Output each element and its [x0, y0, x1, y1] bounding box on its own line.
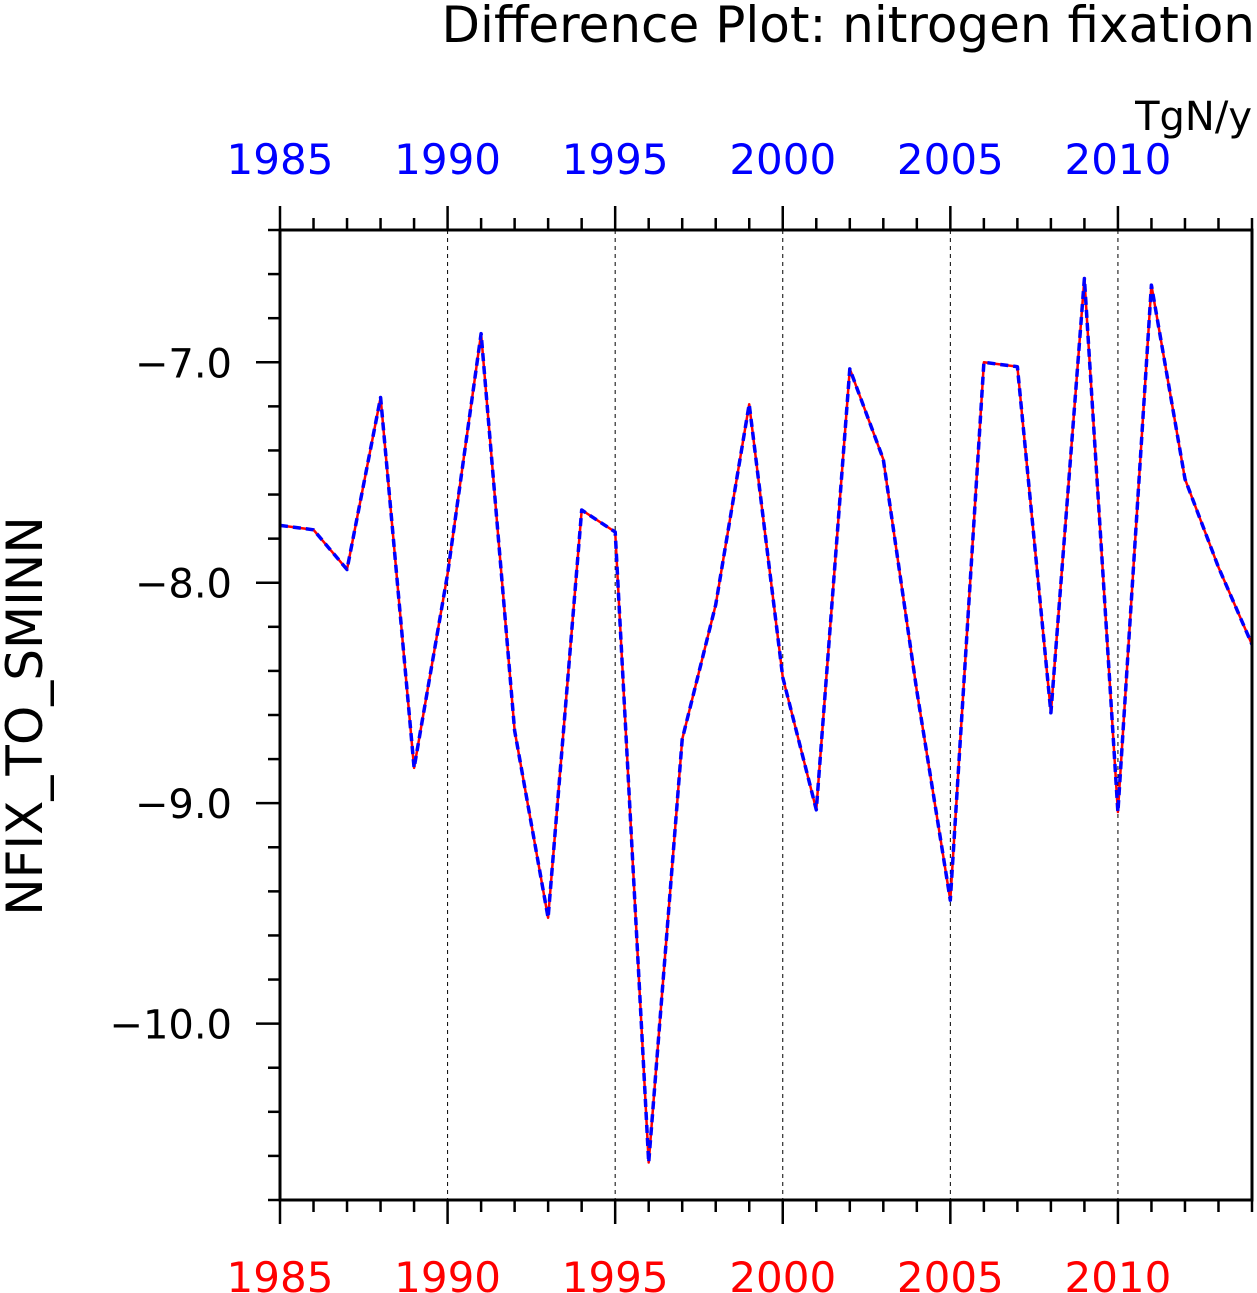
plot-frame	[278, 228, 1254, 1202]
top-x-tick-label-2000: 2000	[729, 135, 836, 184]
series-line-1	[279, 277, 1254, 1164]
top-x-tick-labels: 1985 1990 1995 2000 2005 2010	[227, 135, 1172, 184]
bottom-x-tick-label-1995: 1995	[562, 1253, 669, 1293]
bottom-x-tick-label-2000: 2000	[729, 1253, 836, 1293]
top-x-tick-label-1990: 1990	[394, 135, 501, 184]
y-tick-label-2: −9.0	[135, 782, 232, 828]
top-x-tick-label-1995: 1995	[562, 135, 669, 184]
y-tick-labels: −7.0 −8.0 −9.0 −10.0	[109, 341, 232, 1048]
y-tick-label-3: −10.0	[109, 1003, 232, 1049]
series-group	[279, 276, 1254, 1165]
bottom-x-tick-labels: 1985 1990 1995 2000 2005 2010	[227, 1253, 1172, 1293]
bottom-x-tick-label-1985: 1985	[227, 1253, 334, 1293]
y-tick-label-0: −7.0	[135, 341, 232, 387]
chart-title: Difference Plot: nitrogen fixation	[442, 0, 1255, 54]
top-x-tick-label-2005: 2005	[897, 135, 1004, 184]
top-x-tick-label-1985: 1985	[227, 135, 334, 184]
top-x-tick-label-2010: 2010	[1064, 135, 1171, 184]
y-tick-label-1: −8.0	[135, 562, 232, 608]
grid-lines	[447, 230, 1119, 1200]
axes	[256, 206, 1254, 1224]
bottom-x-tick-label-2005: 2005	[897, 1253, 1004, 1293]
bottom-x-tick-label-2010: 2010	[1064, 1253, 1171, 1293]
units-label: TgN/y	[1134, 94, 1252, 140]
series-line-2	[279, 276, 1254, 1165]
y-axis-label: NFIX_TO_SMINN	[0, 516, 54, 916]
bottom-x-tick-label-1990: 1990	[394, 1253, 501, 1293]
